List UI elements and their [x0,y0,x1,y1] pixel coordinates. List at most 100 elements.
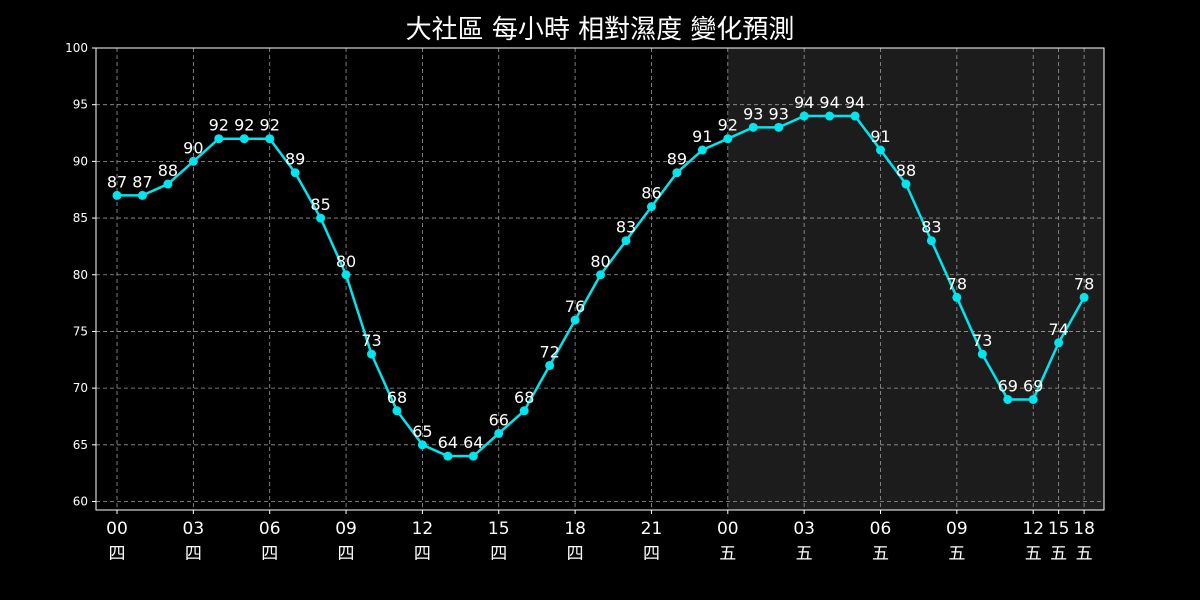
data-label: 78 [947,274,967,293]
plot-frame [95,47,1105,511]
data-label: 94 [845,93,865,112]
data-label: 89 [667,150,687,169]
data-point [341,270,351,280]
data-label: 91 [692,127,712,146]
data-point [519,406,529,416]
data-point [952,292,962,302]
data-point [1079,292,1089,302]
x-tick-day-label: 五 [719,544,736,564]
data-point [850,111,860,121]
data-label: 88 [896,161,916,180]
data-point [621,236,631,246]
data-label: 92 [234,116,254,135]
data-label: 92 [209,116,229,135]
data-point [748,122,758,132]
data-label: 74 [1048,320,1068,339]
x-tick-hour-label: 00 [106,519,128,539]
data-point [239,134,249,144]
data-point [799,111,809,121]
data-label: 94 [794,93,814,112]
data-label: 92 [718,116,738,135]
data-label: 83 [921,218,941,237]
data-point [545,360,555,370]
x-tick-day-label: 四 [643,544,660,564]
x-tick-day-label: 五 [948,544,965,564]
data-label: 89 [285,150,305,169]
data-label: 83 [616,218,636,237]
data-label: 78 [1074,274,1094,293]
y-tick-label: 80 [73,268,88,282]
data-label: 88 [158,161,178,180]
data-label: 73 [972,331,992,350]
y-tick-label: 100 [65,41,88,55]
data-point [1003,394,1013,404]
x-tick-hour-label: 15 [1048,519,1070,539]
shaded-region [727,48,1104,510]
data-point [1028,394,1038,404]
x-tick-day-label: 四 [185,544,202,564]
chart-title: 大社區 每小時 相對濕度 變化預測 [406,15,795,45]
x-tick-day-label: 五 [796,544,813,564]
x-tick-hour-label: 18 [1073,519,1095,539]
data-point [876,145,885,155]
data-point [367,349,376,359]
x-tick-hour-label: 12 [1022,519,1044,539]
data-point [774,122,784,132]
x-tick-day-label: 四 [261,544,278,564]
data-point [188,156,198,166]
x-tick-day-label: 五 [1076,544,1093,564]
data-label: 69 [1023,376,1043,395]
y-tick-label: 90 [73,154,88,168]
data-point [825,111,835,121]
data-point [417,440,427,450]
x-tick-hour-label: 09 [335,519,357,539]
x-tick-day-label: 四 [490,544,507,564]
data-label: 91 [870,127,890,146]
data-label: 85 [310,195,330,214]
data-point [316,213,326,223]
data-point [570,315,580,325]
data-label: 87 [107,172,127,191]
y-tick-label: 95 [73,98,88,112]
data-label: 90 [183,138,203,157]
data-label: 68 [387,388,407,407]
data-label: 72 [539,342,559,361]
data-point [392,406,402,416]
x-tick-day-label: 五 [1025,544,1042,564]
x-tick-day-label: 四 [414,544,431,564]
data-point [697,145,707,155]
data-label: 93 [743,104,763,123]
y-tick-label: 75 [73,324,88,338]
data-point [596,270,606,280]
data-label: 64 [438,433,458,452]
data-point [112,190,122,200]
data-point [443,451,453,461]
y-tick-label: 60 [73,495,88,509]
x-tick-day-label: 五 [872,544,889,564]
data-point [672,168,682,178]
data-label: 93 [769,104,789,123]
x-tick-day-label: 四 [567,544,584,564]
data-point [290,168,300,178]
data-point [494,428,504,438]
y-tick-label: 70 [73,381,88,395]
x-tick-hour-label: 15 [488,519,510,539]
x-tick-hour-label: 18 [564,519,586,539]
data-label: 64 [463,433,483,452]
y-tick-label: 65 [73,438,88,452]
x-tick-hour-label: 03 [183,519,205,539]
x-tick-hour-label: 06 [259,519,281,539]
data-point [163,179,173,189]
data-label: 68 [514,388,534,407]
data-label: 76 [565,297,585,316]
data-label: 65 [412,422,432,441]
data-point [1054,338,1064,348]
data-point [468,451,478,461]
data-point [137,190,147,200]
x-tick-hour-label: 09 [946,519,968,539]
y-tick-label: 85 [73,211,88,225]
data-label: 69 [998,376,1018,395]
x-tick-hour-label: 21 [641,519,663,539]
data-point [723,134,733,144]
